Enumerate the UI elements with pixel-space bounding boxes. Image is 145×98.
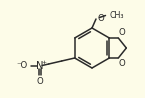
Text: O: O bbox=[36, 77, 43, 86]
Text: O: O bbox=[119, 28, 126, 37]
Text: ⁻O: ⁻O bbox=[16, 62, 27, 70]
Text: N: N bbox=[36, 61, 44, 71]
Text: +: + bbox=[41, 60, 46, 65]
Text: O: O bbox=[119, 59, 126, 68]
Text: O: O bbox=[97, 14, 104, 23]
Text: CH₃: CH₃ bbox=[109, 10, 124, 20]
